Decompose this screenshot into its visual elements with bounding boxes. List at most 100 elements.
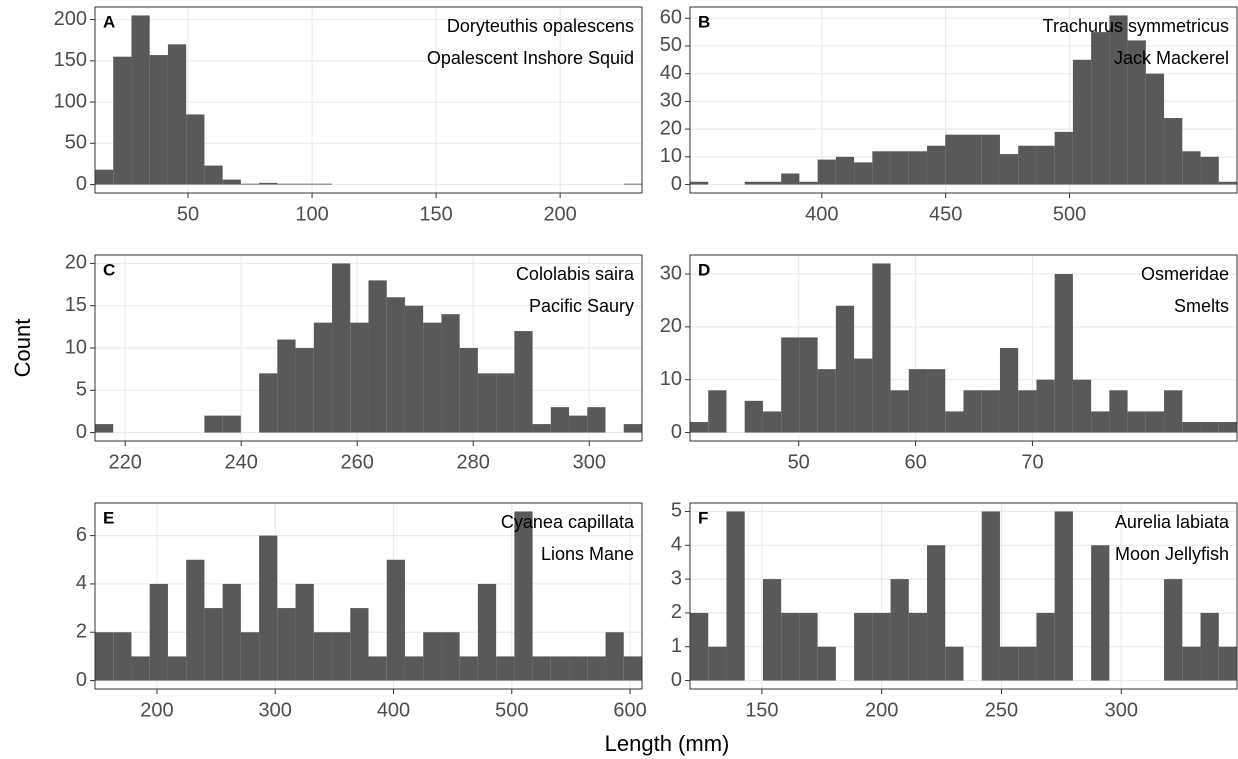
bar [981,390,1000,433]
bar [890,390,909,433]
bar [762,181,782,185]
bar [872,151,891,185]
x-tick-label: 400 [377,699,410,721]
bar [1200,421,1219,433]
bar [1091,32,1110,185]
bar [550,656,570,681]
common-name: Moon Jellyfish [1115,544,1229,564]
bar [1054,131,1073,185]
y-tick-label: 0 [76,669,87,691]
y-tick-label: 15 [65,294,87,316]
y-tick-label: 0 [671,173,682,195]
panel: 0 5 10 15 20 220 240 260 280 300 C Cololabis saira P… [65,252,643,473]
bar [1145,411,1165,433]
bar [332,263,351,433]
common-name: Pacific Saury [529,296,634,316]
panel-label: D [698,260,710,279]
bar [854,162,873,185]
bar [1036,145,1055,185]
bar [690,181,709,185]
y-tick-label: 200 [54,8,87,30]
bar [277,608,296,681]
x-tick-label: 150 [419,203,452,225]
y-tick-label: 5 [76,379,87,401]
x-tick-label: 220 [108,451,141,473]
x-tick-label: 300 [1105,699,1138,721]
bar [890,151,909,185]
bar [781,173,800,185]
bar [532,424,551,433]
bar [908,612,928,681]
bar [532,656,551,681]
x-tick-label: 500 [1053,203,1086,225]
bar [587,656,606,681]
panel: 0 50 100 150 200 50 100 150 200 A Doryteuthis opal… [54,6,643,225]
bar [623,656,642,681]
y-tick-label: 50 [660,34,682,56]
common-name: Lions Mane [541,544,634,564]
bar [113,632,132,681]
bar [550,407,570,433]
bar [835,156,855,185]
y-tick-label: 10 [65,336,87,358]
y-tick-label: 10 [660,368,682,390]
y-tick-label: 6 [76,524,87,546]
bar [350,322,369,433]
y-axis-label: Count [10,319,35,378]
panel: 0 10 20 30 50 60 70 D Osmeridae Smelts [660,254,1238,473]
bar [708,646,727,681]
x-tick-label: 50 [788,451,810,473]
y-tick-label: 0 [76,421,87,443]
bar [1218,421,1237,433]
bar [890,579,909,681]
y-tick-label: 60 [660,7,682,29]
bar [295,583,314,681]
bar [726,511,745,681]
bar [781,337,800,433]
y-tick-label: 30 [660,90,682,112]
bar [999,154,1019,185]
bar [332,632,351,681]
panel-label: A [103,12,115,31]
bar [204,165,223,185]
panel-label: E [103,508,114,527]
bar [222,583,241,681]
bar [240,183,260,185]
bar [872,612,891,681]
bar [259,373,278,433]
bar [569,656,588,681]
x-tick-label: 50 [177,203,199,225]
bar [854,358,873,433]
bar [817,646,836,681]
y-tick-label: 150 [54,49,87,71]
bar [690,612,709,681]
bar [762,411,782,433]
bar [1072,379,1092,433]
x-tick-label: 450 [929,203,962,225]
bar [605,632,624,681]
panel: 0 2 4 6 200 300 400 500 600 E Cyanea capillata Lion… [76,502,647,721]
x-tick-label: 280 [457,451,490,473]
bar [799,337,818,433]
common-name: Smelts [1174,296,1229,316]
bar [477,373,497,433]
bar [1109,15,1128,185]
bar [999,348,1019,433]
bar [1182,421,1201,433]
y-tick-label: 0 [76,173,87,195]
bar [817,369,836,433]
species-name: Osmeridae [1141,264,1229,284]
x-tick-label: 60 [904,451,926,473]
x-tick-label: 400 [805,203,838,225]
bar [1091,411,1110,433]
bar [623,424,642,433]
y-tick-label: 0 [671,421,682,443]
bar [927,145,946,185]
bar [1036,379,1055,433]
bar [386,559,405,681]
bar [1182,151,1201,185]
panel-border [94,254,643,442]
bar [1164,390,1183,433]
y-tick-label: 30 [660,262,682,284]
bar [514,511,533,681]
